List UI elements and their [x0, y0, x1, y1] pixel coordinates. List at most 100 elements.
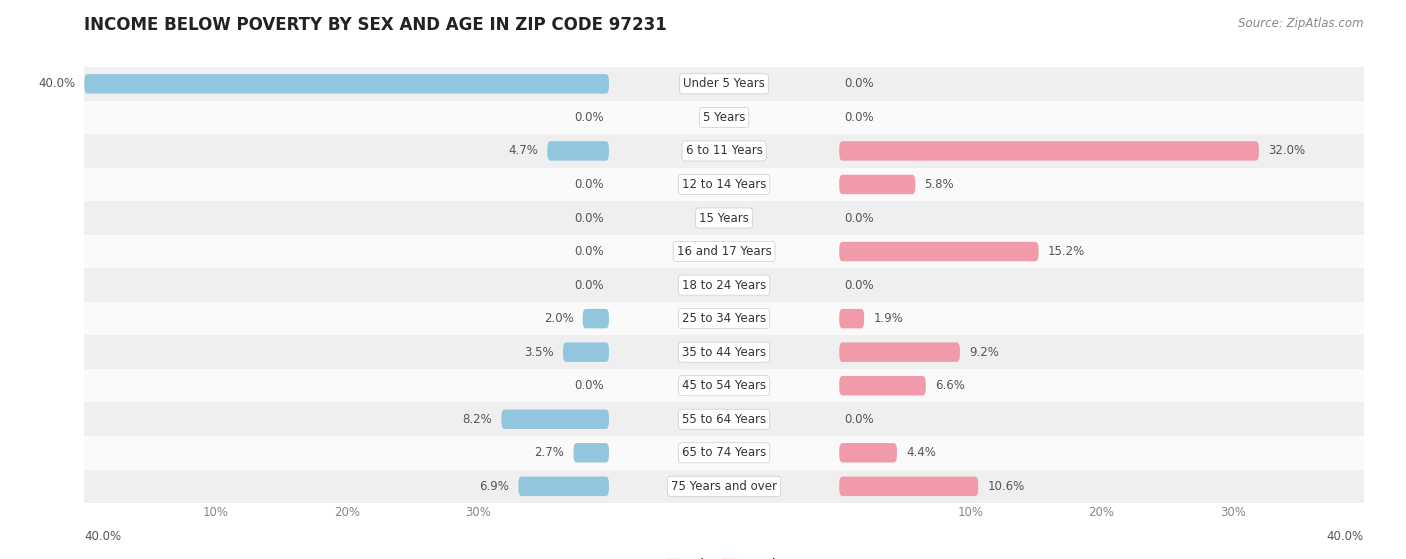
Bar: [84, 302, 609, 335]
Bar: [839, 235, 1364, 268]
Bar: [609, 168, 839, 201]
FancyBboxPatch shape: [839, 376, 925, 395]
FancyBboxPatch shape: [839, 175, 915, 194]
Text: 0.0%: 0.0%: [845, 111, 875, 124]
Text: 3.5%: 3.5%: [524, 345, 554, 359]
Bar: [609, 436, 839, 470]
Bar: [609, 470, 839, 503]
Text: 5 Years: 5 Years: [703, 111, 745, 124]
Text: 55 to 64 Years: 55 to 64 Years: [682, 413, 766, 426]
Text: 9.2%: 9.2%: [969, 345, 998, 359]
FancyBboxPatch shape: [839, 242, 1039, 261]
Text: Source: ZipAtlas.com: Source: ZipAtlas.com: [1239, 17, 1364, 30]
Bar: [609, 335, 839, 369]
Text: 4.7%: 4.7%: [508, 144, 538, 158]
Bar: [609, 134, 839, 168]
Text: 65 to 74 Years: 65 to 74 Years: [682, 446, 766, 459]
Text: 0.0%: 0.0%: [574, 111, 603, 124]
Text: 0.0%: 0.0%: [845, 77, 875, 91]
Text: 40.0%: 40.0%: [1327, 530, 1364, 543]
Bar: [839, 168, 1364, 201]
Bar: [609, 168, 839, 201]
Text: 0.0%: 0.0%: [845, 278, 875, 292]
Bar: [84, 369, 609, 402]
Bar: [609, 268, 839, 302]
Text: 15.2%: 15.2%: [1047, 245, 1085, 258]
Text: 0.0%: 0.0%: [574, 379, 603, 392]
FancyBboxPatch shape: [839, 477, 979, 496]
Bar: [84, 101, 609, 134]
Text: 0.0%: 0.0%: [574, 245, 603, 258]
Bar: [839, 436, 1364, 470]
Text: 1.9%: 1.9%: [873, 312, 903, 325]
Text: 18 to 24 Years: 18 to 24 Years: [682, 278, 766, 292]
Text: 2.7%: 2.7%: [534, 446, 564, 459]
Bar: [84, 268, 609, 302]
Text: 35 to 44 Years: 35 to 44 Years: [682, 345, 766, 359]
Text: 15 Years: 15 Years: [699, 211, 749, 225]
FancyBboxPatch shape: [839, 443, 897, 462]
Text: 12 to 14 Years: 12 to 14 Years: [682, 178, 766, 191]
FancyBboxPatch shape: [562, 343, 609, 362]
Bar: [609, 201, 839, 235]
Bar: [84, 335, 609, 369]
Bar: [609, 101, 839, 134]
Bar: [84, 470, 609, 503]
FancyBboxPatch shape: [502, 410, 609, 429]
Legend: Male, Female: Male, Female: [661, 553, 787, 559]
Bar: [609, 369, 839, 402]
Bar: [609, 436, 839, 470]
Bar: [609, 235, 839, 268]
Bar: [609, 67, 839, 101]
Text: 16 and 17 Years: 16 and 17 Years: [676, 245, 772, 258]
Text: 75 Years and over: 75 Years and over: [671, 480, 778, 493]
FancyBboxPatch shape: [839, 309, 865, 328]
FancyBboxPatch shape: [839, 343, 960, 362]
Bar: [609, 101, 839, 134]
Bar: [84, 436, 609, 470]
Bar: [839, 134, 1364, 168]
FancyBboxPatch shape: [582, 309, 609, 328]
Text: 2.0%: 2.0%: [544, 312, 574, 325]
Bar: [609, 268, 839, 302]
Bar: [839, 470, 1364, 503]
FancyBboxPatch shape: [839, 141, 1258, 160]
Bar: [609, 369, 839, 402]
Bar: [84, 134, 609, 168]
Bar: [609, 302, 839, 335]
Bar: [839, 302, 1364, 335]
Bar: [839, 369, 1364, 402]
Text: 40.0%: 40.0%: [38, 77, 75, 91]
Bar: [839, 101, 1364, 134]
Text: 32.0%: 32.0%: [1268, 144, 1305, 158]
Text: 0.0%: 0.0%: [845, 211, 875, 225]
Text: 0.0%: 0.0%: [845, 413, 875, 426]
Text: 8.2%: 8.2%: [463, 413, 492, 426]
Text: Under 5 Years: Under 5 Years: [683, 77, 765, 91]
Bar: [839, 335, 1364, 369]
Text: 0.0%: 0.0%: [574, 211, 603, 225]
Text: 45 to 54 Years: 45 to 54 Years: [682, 379, 766, 392]
Bar: [839, 402, 1364, 436]
Text: 25 to 34 Years: 25 to 34 Years: [682, 312, 766, 325]
Bar: [839, 268, 1364, 302]
Bar: [609, 302, 839, 335]
Bar: [84, 168, 609, 201]
Bar: [84, 402, 609, 436]
FancyBboxPatch shape: [574, 443, 609, 462]
Bar: [609, 402, 839, 436]
Text: 10.6%: 10.6%: [987, 480, 1025, 493]
Text: 0.0%: 0.0%: [574, 178, 603, 191]
Text: 40.0%: 40.0%: [84, 530, 121, 543]
Bar: [84, 67, 609, 101]
Text: 6.6%: 6.6%: [935, 379, 965, 392]
Bar: [84, 201, 609, 235]
Bar: [609, 470, 839, 503]
Bar: [839, 201, 1364, 235]
Text: 4.4%: 4.4%: [905, 446, 936, 459]
FancyBboxPatch shape: [547, 141, 609, 160]
Text: 0.0%: 0.0%: [574, 278, 603, 292]
Bar: [609, 67, 839, 101]
Text: 6.9%: 6.9%: [479, 480, 509, 493]
FancyBboxPatch shape: [519, 477, 609, 496]
